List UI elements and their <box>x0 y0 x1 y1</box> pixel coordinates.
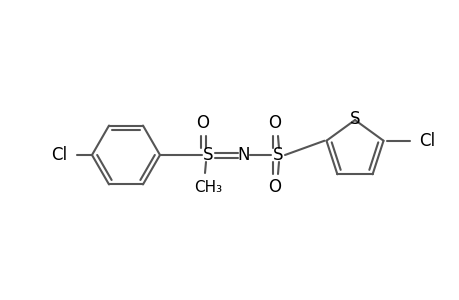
Text: O: O <box>268 178 281 196</box>
Text: O: O <box>268 114 281 132</box>
Text: CH₃: CH₃ <box>194 181 222 196</box>
Text: N: N <box>237 146 250 164</box>
Text: S: S <box>202 146 213 164</box>
Text: Cl: Cl <box>51 146 67 164</box>
Text: S: S <box>349 110 359 128</box>
Text: S: S <box>272 146 283 164</box>
Text: O: O <box>196 114 209 132</box>
Text: Cl: Cl <box>419 132 435 150</box>
